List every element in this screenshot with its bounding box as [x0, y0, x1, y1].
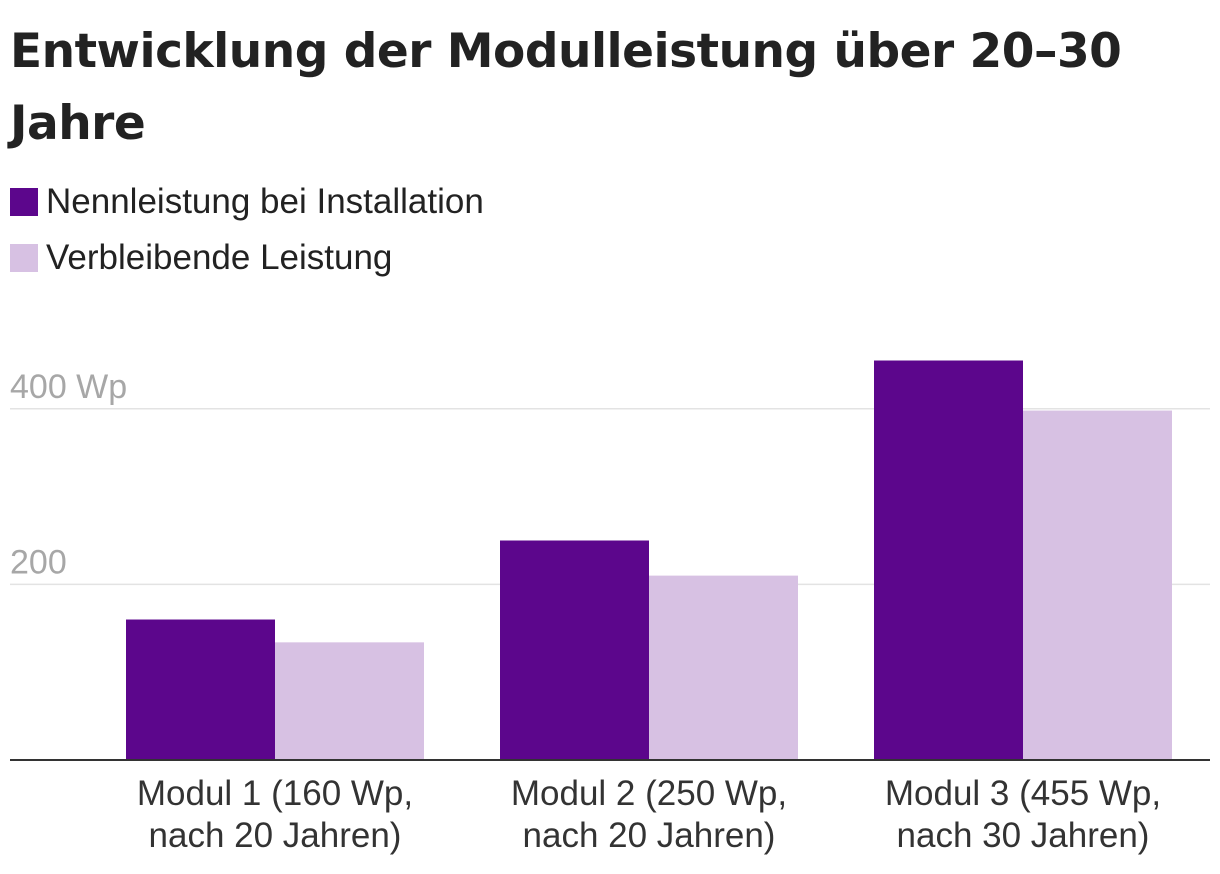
- x-tick-label-3: Modul 3 (455 Wp, nach 30 Jahren): [885, 774, 1161, 855]
- chart-title: Entwicklung der Modulleistung über 20–30…: [10, 24, 1122, 151]
- bar-series1-cat2: [500, 540, 649, 760]
- legend-swatch-nennleistung: [10, 188, 38, 216]
- x-tick-label-2: Modul 2 (250 Wp, nach 20 Jahren): [511, 774, 787, 855]
- bar-series1-cat3: [874, 360, 1023, 760]
- y-tick-label-400: 400 Wp: [10, 368, 127, 406]
- bar-series2-cat3: [1023, 410, 1172, 760]
- bar-series2-cat2: [649, 575, 798, 760]
- legend-label-verbleibend: Verbleibende Leistung: [46, 238, 393, 277]
- x-tick-label-2-line-2: nach 20 Jahren): [523, 816, 776, 855]
- x-tick-label-1: Modul 1 (160 Wp, nach 20 Jahren): [137, 774, 413, 855]
- legend-item-verbleibend: Verbleibende Leistung: [10, 230, 484, 286]
- legend-swatch-verbleibend: [10, 244, 38, 272]
- x-tick-label-3-line-1: Modul 3 (455 Wp,: [885, 774, 1161, 813]
- bar-series2-cat1: [275, 642, 424, 760]
- bar-series1-cat1: [126, 619, 275, 760]
- x-tick-label-2-line-1: Modul 2 (250 Wp,: [511, 774, 787, 813]
- legend: Nennleistung bei Installation Verbleiben…: [10, 174, 484, 286]
- legend-label-nennleistung: Nennleistung bei Installation: [46, 182, 484, 221]
- legend-item-nennleistung: Nennleistung bei Installation: [10, 174, 484, 230]
- y-tick-label-200: 200: [10, 543, 67, 581]
- x-tick-label-3-line-2: nach 30 Jahren): [897, 816, 1150, 855]
- x-tick-label-1-line-2: nach 20 Jahren): [149, 816, 402, 855]
- x-tick-label-1-line-1: Modul 1 (160 Wp,: [137, 774, 413, 813]
